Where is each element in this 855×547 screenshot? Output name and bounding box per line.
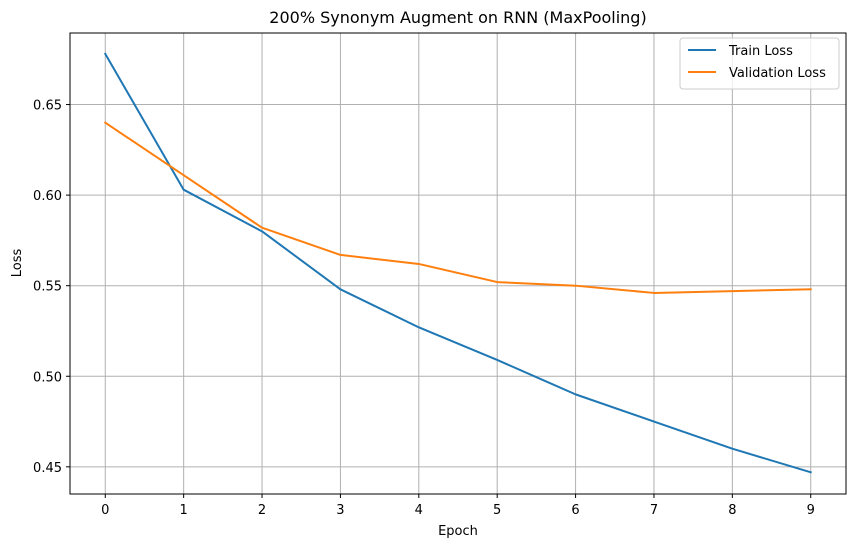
legend: Train Loss Validation Loss (679, 37, 840, 90)
axis-ticks: 0 1 2 3 4 5 6 7 8 9 0.45 0.50 0.55 0.60 0.65 (33, 99, 815, 518)
x-tick-label: 3 (336, 503, 344, 518)
x-tick-label: 4 (415, 503, 423, 518)
y-axis-label: Loss (10, 249, 25, 278)
x-tick-label: 1 (180, 503, 188, 518)
legend-box (679, 37, 840, 90)
y-tick-label: 0.45 (33, 461, 62, 476)
series-lines (103, 52, 812, 474)
series-line-train-loss (103, 52, 812, 474)
x-tick-label: 7 (650, 503, 658, 518)
x-tick-label: 9 (807, 503, 815, 518)
legend-label-train-loss: Train Loss (728, 44, 793, 59)
y-tick-label: 0.55 (33, 280, 62, 295)
x-axis-label: Epoch (438, 524, 478, 539)
grid (70, 33, 846, 494)
chart-title: 200% Synonym Augment on RNN (MaxPooling) (269, 8, 646, 27)
x-tick-label: 6 (571, 503, 579, 518)
x-tick-label: 2 (258, 503, 266, 518)
x-tick-label: 5 (493, 503, 501, 518)
series-line-validation-loss (103, 121, 812, 294)
x-tick-label: 8 (728, 503, 736, 518)
plot-frame (69, 32, 847, 495)
y-tick-label: 0.60 (33, 189, 62, 204)
x-tick-label: 0 (101, 503, 109, 518)
y-tick-label: 0.50 (33, 370, 62, 385)
y-tick-label: 0.65 (33, 99, 62, 114)
legend-label-validation-loss: Validation Loss (729, 66, 826, 81)
